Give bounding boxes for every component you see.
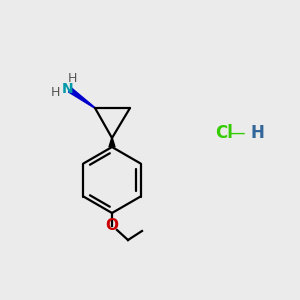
Text: H: H (67, 71, 77, 85)
Text: N: N (62, 82, 74, 96)
Text: H: H (50, 85, 60, 98)
Text: O: O (106, 218, 118, 233)
Text: —: — (229, 124, 245, 142)
Text: H: H (251, 124, 265, 142)
Text: Cl: Cl (215, 124, 233, 142)
Polygon shape (68, 88, 95, 108)
Polygon shape (109, 138, 115, 147)
